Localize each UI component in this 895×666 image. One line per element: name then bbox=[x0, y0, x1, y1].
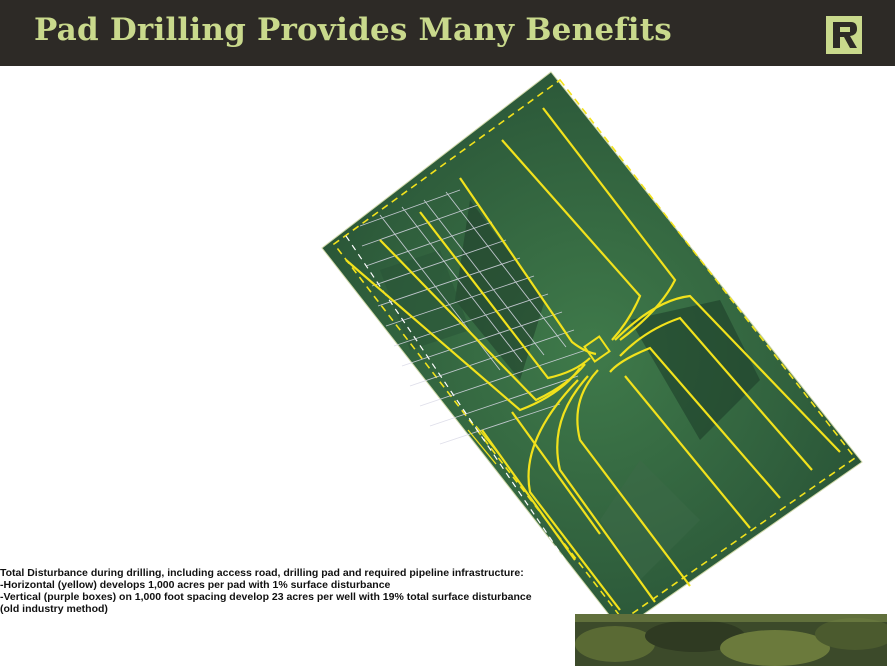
horizontal-laterals bbox=[345, 107, 841, 611]
drilling-pad-marker bbox=[583, 335, 611, 363]
title-bar: Pad Drilling Provides Many Benefits bbox=[0, 0, 895, 66]
scale-bar bbox=[467, 425, 503, 465]
bottom-landscape-photo bbox=[575, 614, 887, 666]
slide-title: Pad Drilling Provides Many Benefits bbox=[34, 12, 672, 48]
vertical-well-grid bbox=[359, 189, 587, 445]
aerial-photo-rectangle bbox=[321, 71, 863, 631]
caption-block: Total Disturbance during drilling, inclu… bbox=[0, 567, 590, 615]
company-r-logo-icon bbox=[826, 16, 862, 54]
caption-line-total-disturbance: Total Disturbance during drilling, inclu… bbox=[0, 567, 524, 579]
dashed-boundary-inner bbox=[345, 235, 612, 629]
caption-line-horizontal: -Horizontal (yellow) develops 1,000 acre… bbox=[0, 579, 391, 591]
caption-line-old-method: (old industry method) bbox=[0, 603, 108, 615]
caption-line-vertical: -Vertical (purple boxes) on 1,000 foot s… bbox=[0, 591, 532, 603]
